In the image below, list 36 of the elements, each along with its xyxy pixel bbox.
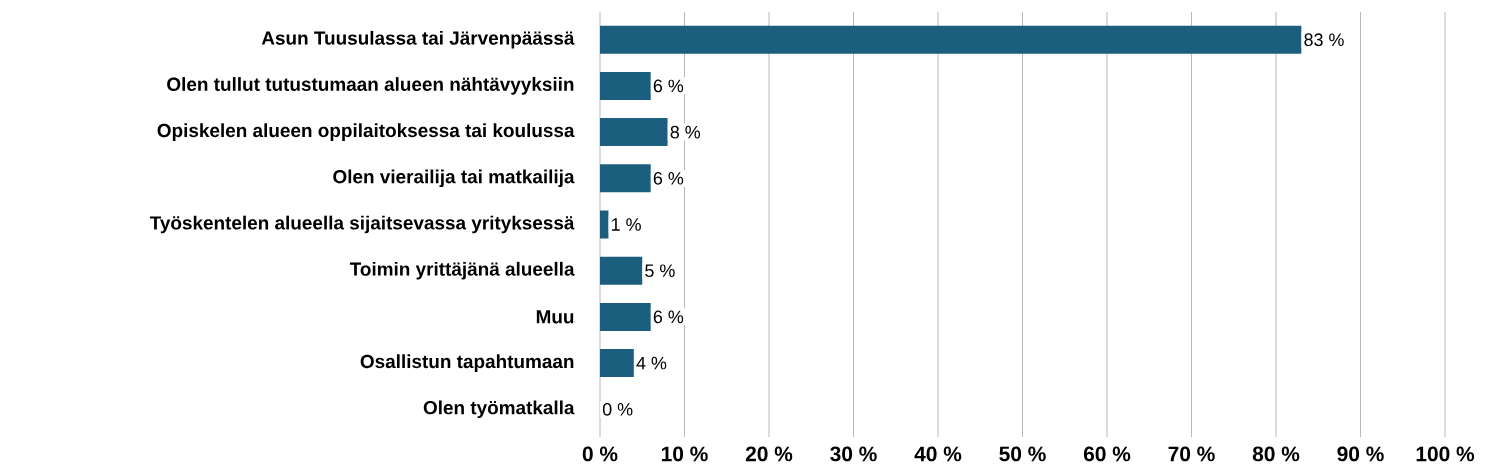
y-tick-label: Opiskelen alueen oppilaitoksessa tai koulussa [157,123,575,141]
y-tick-label: Toimin yrittäjänä alueella [349,261,575,280]
x-tick-label: 90 % [1337,446,1384,462]
x-tick-label: 100 % [1416,446,1475,462]
x-tick-label: 40 % [914,446,962,462]
x-tick-label: 20 % [745,446,793,462]
bar [600,349,634,378]
data-label: 6 % [653,79,684,93]
x-tick-label: 30 % [830,446,877,462]
x-tick-label: 60 % [1083,446,1131,462]
x-tick-label: 50 % [999,446,1046,462]
data-label: 0 % [602,402,633,416]
x-tick-label: 70 % [1168,446,1215,462]
bar [600,25,1302,54]
bar [600,210,609,239]
data-label: 5 % [645,264,675,278]
y-tick-label: Olen tullut tutustumaan alueen nähtävyyksiin [167,77,574,95]
data-label: 1 % [612,218,641,231]
data-label: 4 % [636,356,667,370]
data-label: 83 % [1304,33,1344,47]
y-tick-label: Olen työmatkalla [423,400,575,419]
y-tick-label: Työskentelen alueella sijaitsevassa yrityksessä [149,215,575,234]
x-tick-label: 80 % [1252,446,1300,462]
data-label: 6 % [653,171,684,185]
x-tick-label: 0 % [582,446,618,462]
bar [600,302,651,331]
x-tick-label: 10 % [661,446,708,462]
data-label: 6 % [653,310,684,324]
data-label: 8 % [670,125,701,139]
y-tick-label: Olen vierailija tai matkailija [333,169,575,188]
bar [600,164,651,193]
bar [600,71,651,100]
y-tick-label: Asun Tuusulassa tai Järvenpäässä [261,30,575,49]
y-tick-label: Osallistun tapahtumaan [360,354,574,372]
bar [600,256,643,285]
y-tick-label: Muu [536,310,574,324]
